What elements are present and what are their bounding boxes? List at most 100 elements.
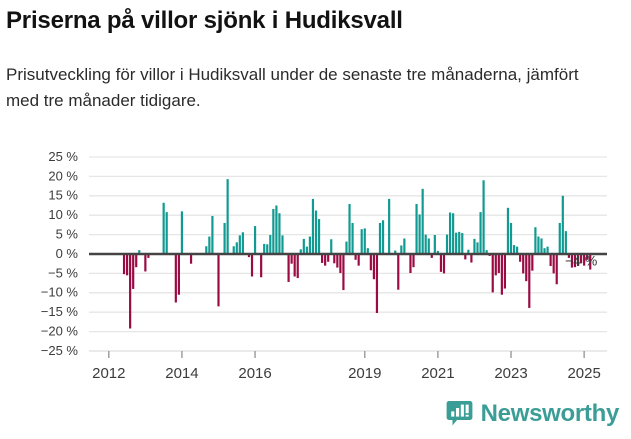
bar — [439, 254, 443, 272]
bar — [528, 254, 531, 308]
y-tick-label: 5 % — [56, 227, 79, 242]
y-tick-label: 25 % — [48, 149, 78, 164]
bar — [269, 234, 272, 254]
bar — [302, 238, 305, 254]
bar — [415, 203, 418, 254]
bar — [290, 254, 293, 264]
bar — [369, 254, 372, 271]
bar — [238, 235, 241, 254]
bar — [281, 235, 284, 254]
bar — [561, 195, 564, 254]
bar — [558, 222, 561, 254]
bar — [223, 222, 226, 254]
newsworthy-logo[interactable]: Newsworthy — [446, 400, 619, 427]
bar — [144, 254, 147, 272]
bar — [132, 254, 135, 289]
bar — [442, 254, 446, 274]
bar — [366, 248, 369, 254]
bar — [272, 208, 275, 254]
bar — [552, 254, 555, 274]
bar — [516, 246, 519, 254]
bar — [455, 232, 458, 254]
bar — [400, 245, 403, 254]
bar — [129, 254, 132, 329]
bar — [375, 254, 379, 313]
bar — [458, 231, 461, 254]
bar — [287, 254, 290, 282]
y-axis-tick-labels: 25 % 20 % 15 % 10 % 5 % 0 % −5 % −10 % −15 % −20 … — [41, 149, 79, 358]
bar — [177, 254, 180, 295]
bar — [546, 246, 549, 254]
bar — [540, 238, 543, 254]
chart-annotations: −4 % — [565, 253, 597, 269]
bar — [452, 213, 455, 254]
x-tick-label: 2019 — [348, 365, 381, 382]
bar — [537, 236, 540, 254]
bar — [324, 254, 327, 266]
bar — [253, 226, 257, 254]
bar — [491, 254, 494, 293]
bar — [339, 254, 342, 274]
bar — [576, 254, 580, 267]
bar — [241, 232, 244, 254]
bar — [135, 254, 138, 268]
bar — [467, 249, 470, 254]
bar — [311, 198, 315, 254]
bar — [549, 254, 552, 267]
x-tick-label: 2025 — [567, 365, 600, 382]
bar — [122, 254, 126, 275]
bar — [363, 228, 366, 254]
bar — [317, 219, 321, 254]
bar — [235, 242, 238, 254]
bar — [263, 243, 266, 254]
bar — [381, 220, 385, 254]
chart-footer: Newsworthy — [0, 396, 631, 439]
bar — [125, 254, 129, 276]
bar — [436, 250, 439, 254]
bar — [296, 254, 299, 279]
bar — [162, 202, 165, 254]
bar — [354, 254, 357, 260]
bar — [360, 229, 363, 254]
bar — [226, 179, 229, 254]
bar-series — [122, 179, 592, 329]
y-tick-label: −20 % — [41, 324, 79, 339]
y-tick-label: 10 % — [48, 207, 78, 222]
bar — [250, 254, 254, 277]
bar — [427, 238, 430, 254]
bar — [348, 203, 351, 254]
bar — [482, 180, 485, 254]
bar — [506, 207, 510, 254]
y-tick-label: 15 % — [48, 188, 78, 203]
bar — [333, 254, 336, 264]
bar — [479, 212, 482, 254]
bar — [293, 254, 296, 277]
bar — [519, 254, 522, 262]
bar — [247, 254, 251, 258]
x-tick-label: 2021 — [421, 365, 454, 382]
x-tick-label: 2016 — [238, 365, 271, 382]
bar-chart-bubble-icon — [446, 401, 473, 426]
bar — [330, 239, 333, 254]
bar — [567, 254, 570, 258]
bar — [543, 248, 546, 254]
y-tick-label: −10 % — [41, 285, 79, 300]
bar — [208, 236, 211, 254]
bar — [174, 254, 177, 303]
bar — [180, 211, 184, 254]
bar — [586, 254, 589, 260]
bar — [165, 212, 168, 254]
bar — [509, 222, 513, 254]
bar — [403, 238, 406, 254]
bar — [445, 234, 449, 254]
last-value-annotation: −4 % — [565, 253, 597, 269]
page-subtitle: Prisutveckling för villor i Hudiksvall u… — [6, 65, 579, 110]
bar — [397, 254, 400, 290]
y-tick-label: −25 % — [41, 343, 79, 358]
bar — [260, 254, 263, 278]
bar — [522, 254, 525, 274]
x-tick-label: 2012 — [92, 365, 125, 382]
bar — [394, 250, 397, 254]
bar-chart: 25 % 20 % 15 % 10 % 5 % 0 % −5 % −10 % −15 % −20 … — [0, 140, 631, 390]
bar — [573, 254, 577, 268]
